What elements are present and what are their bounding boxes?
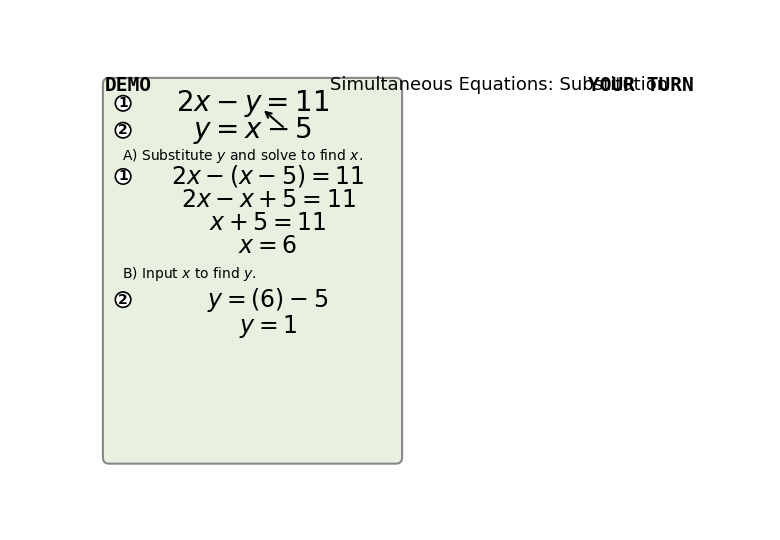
Text: $y = (6) - 5$: $y = (6) - 5$: [207, 286, 328, 314]
Text: YOUR TURN: YOUR TURN: [588, 76, 694, 96]
Text: $y = 1$: $y = 1$: [239, 313, 297, 340]
Text: Simultaneous Equations: Substitution: Simultaneous Equations: Substitution: [330, 76, 668, 94]
Text: 1: 1: [119, 96, 128, 110]
Text: 1: 1: [119, 170, 128, 184]
FancyBboxPatch shape: [103, 78, 402, 464]
Text: DEMO: DEMO: [105, 76, 152, 96]
Text: $2x - x + 5 = 11$: $2x - x + 5 = 11$: [181, 187, 356, 212]
Text: $x = 6$: $x = 6$: [239, 234, 297, 258]
Text: 2: 2: [119, 293, 128, 307]
Text: A) Substitute $y$ and solve to find $x$.: A) Substitute $y$ and solve to find $x$.: [122, 147, 363, 165]
Text: $2x - (x - 5) = 11$: $2x - (x - 5) = 11$: [172, 164, 364, 190]
Circle shape: [115, 123, 131, 138]
Text: $2x - y = 11$: $2x - y = 11$: [176, 88, 329, 119]
Circle shape: [115, 292, 131, 307]
Circle shape: [115, 96, 131, 111]
Text: 2: 2: [119, 123, 128, 137]
Circle shape: [115, 168, 131, 184]
Text: $x + 5 = 11$: $x + 5 = 11$: [209, 211, 327, 235]
Text: $y = x - 5$: $y = x - 5$: [193, 115, 312, 146]
Text: B) Input $x$ to find $y$.: B) Input $x$ to find $y$.: [122, 265, 257, 284]
